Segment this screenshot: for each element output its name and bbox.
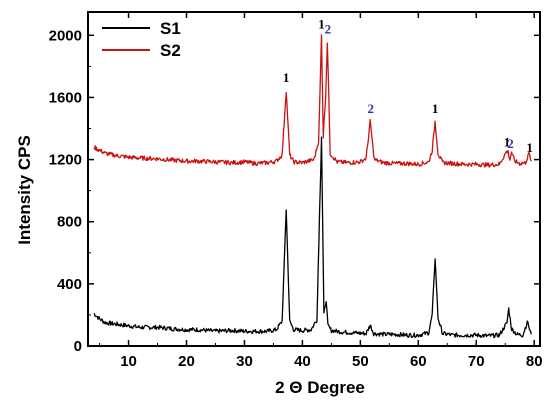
y-tick-label: 1200 (49, 152, 82, 169)
legend-label-s2: S2 (160, 41, 181, 60)
x-tick-label: 20 (178, 353, 195, 370)
peak-label-2: 2 (368, 101, 375, 116)
peak-label-1: 1 (318, 16, 325, 31)
series-line-s2 (93, 34, 532, 168)
peak-label-1: 1 (504, 134, 511, 149)
peak-label-1: 1 (283, 70, 290, 85)
peak-label-2: 2 (507, 136, 514, 151)
y-tick-label: 0 (74, 338, 82, 355)
x-tick-label: 80 (526, 353, 543, 370)
peak-label-2: 2 (325, 22, 332, 37)
x-tick-label: 60 (410, 353, 427, 370)
y-tick-label: 1600 (49, 89, 82, 106)
x-tick-label: 30 (236, 353, 253, 370)
series-line-s1 (93, 136, 532, 339)
x-tick-label: 10 (120, 353, 137, 370)
peak-label-1: 1 (432, 101, 439, 116)
y-tick-label: 800 (57, 214, 82, 231)
legend-label-s1: S1 (160, 19, 181, 38)
x-tick-label: 40 (294, 353, 311, 370)
peak-label-1: 1 (526, 140, 533, 155)
y-axis-label: Intensity CPS (15, 135, 34, 245)
y-tick-label: 2000 (49, 27, 82, 44)
x-tick-label: 70 (468, 353, 485, 370)
x-tick-label: 50 (352, 353, 369, 370)
y-tick-label: 400 (57, 276, 82, 293)
x-axis-label: 2 Θ Degree (275, 378, 365, 397)
plot-frame (87, 11, 541, 347)
